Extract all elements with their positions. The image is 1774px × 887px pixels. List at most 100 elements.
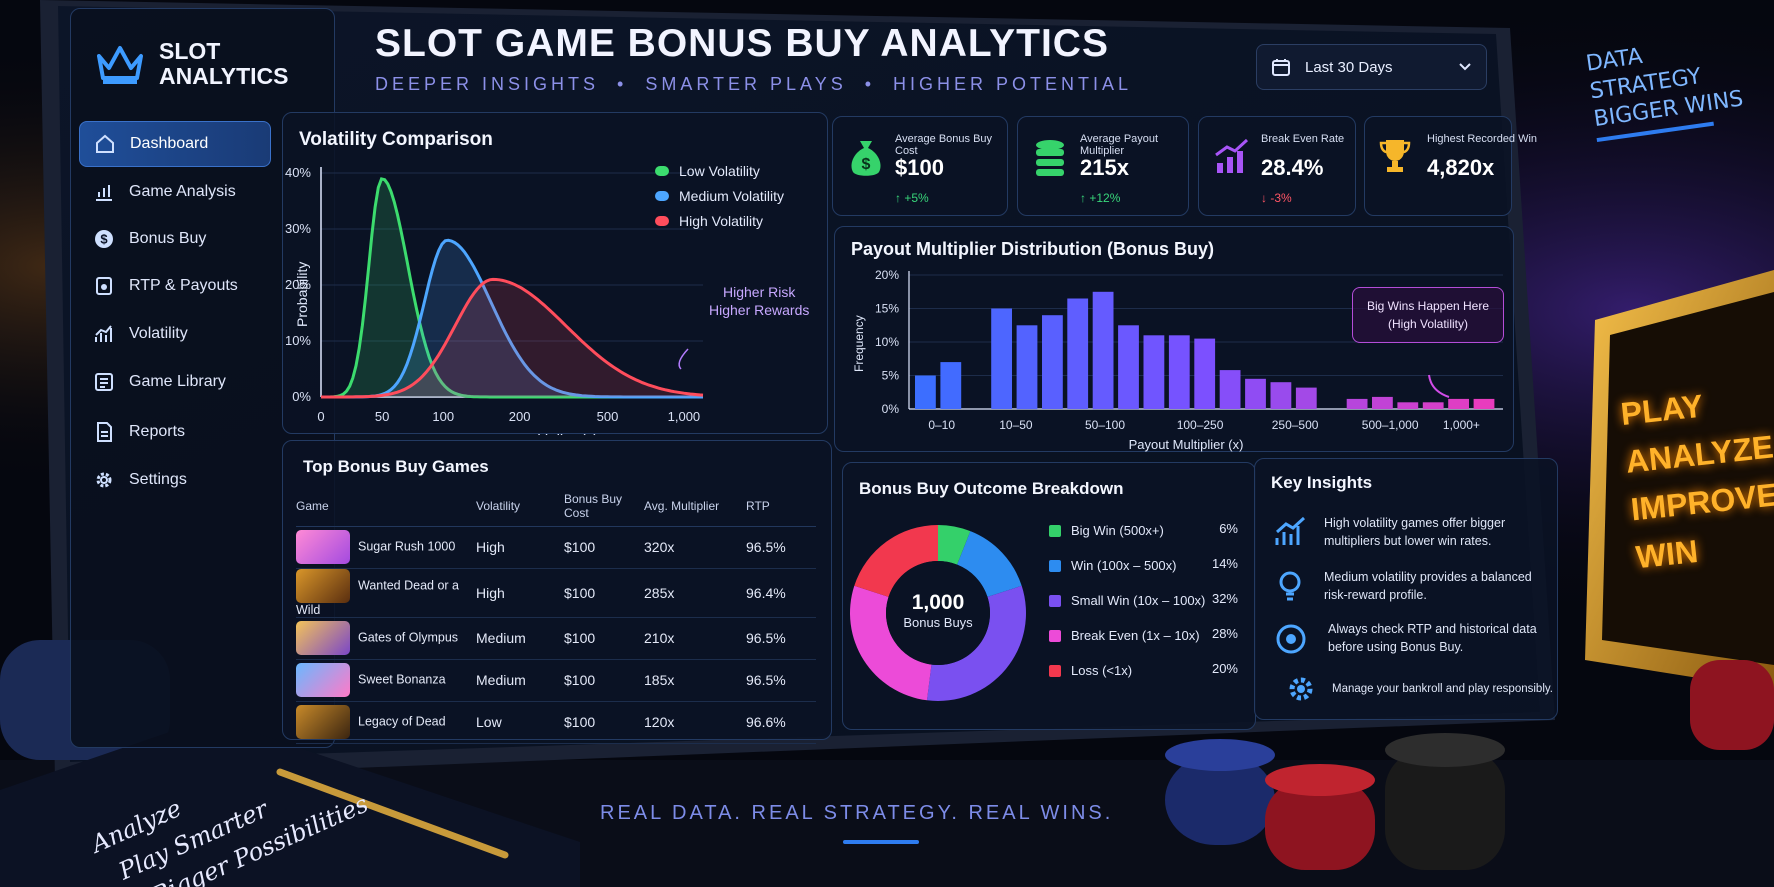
- distribution-chart: 0% 5% 10% 15% 20% 0–10 10–50 50–100 100–250 250–5…: [852, 268, 1503, 452]
- distribution-bar: [1270, 382, 1292, 409]
- distribution-bar: [991, 308, 1012, 409]
- date-range-select[interactable]: Last 30 Days: [1256, 44, 1487, 90]
- x-tick-label: 1,000+: [1443, 418, 1480, 432]
- kpi-label: Highest Recorded Win: [1427, 133, 1538, 145]
- volatility-value: High: [476, 568, 564, 618]
- table-row[interactable]: Sugar Rush 1000 High $100 320x 96.5%: [296, 526, 816, 569]
- sidebar-item-label: Game Analysis: [129, 183, 236, 200]
- distribution-bar: [1143, 335, 1165, 409]
- game-thumbnail: [296, 621, 350, 655]
- sidebar-item-reports[interactable]: Reports: [79, 409, 271, 455]
- kpi-card-avg-multiplier[interactable]: Average Payout Multiplier 215x ↑ +12%: [1017, 116, 1189, 216]
- game-name: Sweet Bonanza: [358, 672, 446, 687]
- x-tick-label: 0: [317, 409, 324, 424]
- y-tick-label: 30%: [285, 221, 311, 236]
- legend-swatch: [655, 166, 669, 176]
- panel-title: Payout Multiplier Distribution (Bonus Bu…: [851, 239, 1214, 259]
- series-area: [321, 279, 703, 397]
- x-tick-label: 250–500: [1272, 418, 1319, 432]
- chart-icon: [1275, 516, 1306, 545]
- kpi-card-break-even[interactable]: Break Even Rate 28.4% ↓ -3%: [1198, 116, 1356, 216]
- crown-icon: [97, 46, 143, 84]
- payout-icon: [96, 277, 112, 295]
- legend-label: Win (100x – 500x): [1071, 558, 1177, 573]
- game-name: Wanted Dead or a Wild: [296, 577, 459, 617]
- multiplier-value: 320x: [644, 526, 746, 569]
- legend-swatch: [655, 216, 669, 226]
- x-tick-label: 1,000: [668, 409, 701, 424]
- x-tick-label: 200: [509, 409, 531, 424]
- column-header[interactable]: Game: [296, 486, 476, 527]
- sidebar-item-settings[interactable]: Settings: [79, 457, 271, 503]
- legend-value: 6%: [1219, 521, 1238, 536]
- cost-value: $100: [564, 568, 644, 618]
- table-row[interactable]: Legacy of Dead Low $100 120x 96.6%: [296, 701, 816, 744]
- gear-icon: [96, 472, 112, 488]
- sidebar-item-dashboard[interactable]: Dashboard: [79, 121, 271, 167]
- panel-title: Volatility Comparison: [299, 129, 493, 150]
- sidebar-item-rtp-payouts[interactable]: RTP & Payouts: [79, 263, 271, 309]
- x-axis-title: Payout Multiplier (x): [466, 432, 599, 435]
- distribution-panel: Payout Multiplier Distribution (Bonus Bu…: [834, 226, 1514, 452]
- x-tick-label: 50–100: [1085, 418, 1125, 432]
- column-header[interactable]: Bonus Buy Cost: [564, 486, 644, 527]
- donut-slice: [854, 525, 938, 597]
- game-name: Gates of Olympus: [358, 630, 459, 645]
- legend-value: 28%: [1212, 626, 1238, 641]
- legend-label: Medium Volatility: [679, 188, 785, 204]
- table-row[interactable]: Wanted Dead or a Wild High $100 285x 96.…: [296, 568, 816, 618]
- coins-stack-icon: [1036, 140, 1064, 176]
- sidebar-item-label: Dashboard: [130, 135, 209, 152]
- y-axis-title: Frequency: [852, 315, 866, 372]
- distribution-bar: [1042, 315, 1063, 409]
- y-tick-label: 20%: [875, 268, 899, 282]
- app-logo[interactable]: SLOT ANALYTICS: [95, 39, 299, 89]
- donut-slice: [926, 585, 1026, 701]
- sidebar-item-bonus-buy[interactable]: $ Bonus Buy: [79, 216, 271, 262]
- insights-panel: Key Insights: [1254, 458, 1558, 720]
- callout-arrow: [1428, 374, 1450, 398]
- trend-icon: [1215, 138, 1249, 173]
- kpi-card-highest-win[interactable]: Highest Recorded Win 4,820x: [1364, 116, 1537, 216]
- kpi-value: $100: [895, 155, 944, 180]
- sidebar-item-game-analysis[interactable]: Game Analysis: [79, 169, 271, 215]
- column-header[interactable]: Volatility: [476, 486, 564, 527]
- svg-text:$: $: [100, 232, 108, 247]
- legend-swatch: [1049, 595, 1061, 607]
- volatility-chart: 0% 10% 20% 30% 40% 0 50 100 200 500 1,000 Payout Mu…: [285, 165, 704, 435]
- volatility-value: Medium: [476, 617, 564, 660]
- kpi-label: Average Payout Multiplier: [1080, 133, 1159, 157]
- home-icon: [96, 134, 114, 153]
- table-row[interactable]: Gates of Olympus Medium $100 210x 96.5%: [296, 617, 816, 660]
- distribution-bar: [1372, 396, 1393, 409]
- x-tick-label: 100–250: [1177, 418, 1224, 432]
- sidebar-item-game-library[interactable]: Game Library: [79, 359, 271, 405]
- kpi-change: ↓ -3%: [1261, 191, 1292, 205]
- cost-value: $100: [564, 659, 644, 702]
- distribution-bar: [1067, 298, 1089, 409]
- annotation-arrow: [678, 348, 689, 370]
- column-header[interactable]: RTP: [746, 486, 816, 527]
- kpi-card-avg-cost[interactable]: $ Average Bonus Buy Cost $100 ↑ +5%: [832, 116, 1008, 216]
- legend-swatch: [1049, 560, 1061, 572]
- callout-line: (High Volatility): [1387, 317, 1469, 331]
- legend-label: Loss (<1x): [1071, 663, 1132, 678]
- game-thumbnail: [296, 705, 350, 739]
- y-axis-title: Probability: [294, 262, 310, 327]
- column-header[interactable]: Avg. Multiplier: [644, 486, 746, 527]
- distribution-bar: [1016, 325, 1038, 410]
- distribution-bar: [1118, 325, 1139, 410]
- x-tick-label: 500: [597, 409, 619, 424]
- distribution-bar: [1448, 398, 1469, 409]
- distribution-bar: [1473, 398, 1495, 409]
- game-thumbnail: [296, 663, 350, 697]
- insight-text: High volatility games offer bigger multi…: [1324, 516, 1506, 548]
- multiplier-value: 285x: [644, 568, 746, 618]
- panel-title: Bonus Buy Outcome Breakdown: [859, 479, 1124, 498]
- x-tick-label: 50: [375, 409, 389, 424]
- sidebar-item-label: Volatility: [129, 325, 188, 342]
- kpi-change-value: +5%: [904, 191, 929, 205]
- sidebar-item-volatility[interactable]: Volatility: [79, 311, 271, 357]
- table-row[interactable]: Sweet Bonanza Medium $100 185x 96.5%: [296, 659, 816, 702]
- dollar-icon: $: [95, 230, 113, 248]
